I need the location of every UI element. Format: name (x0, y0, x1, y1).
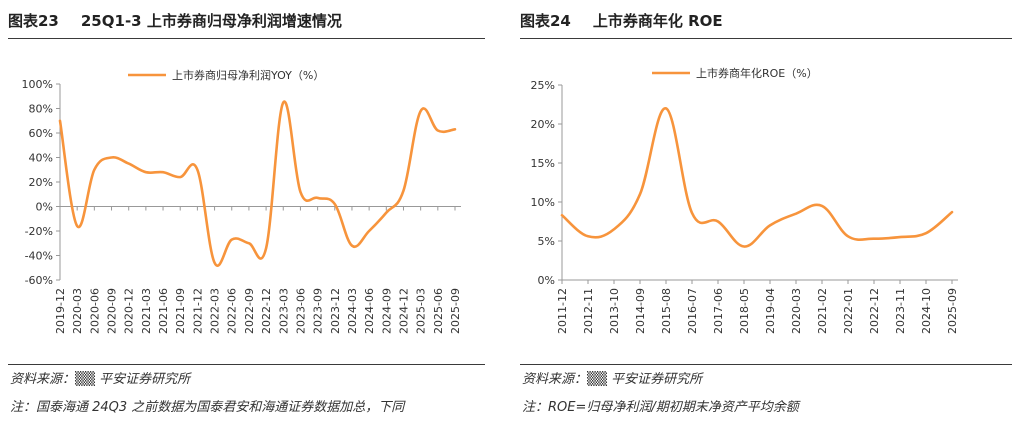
figure-number: 图表23 (8, 12, 59, 30)
y-tick-label: 80% (29, 103, 53, 116)
y-tick-label: -40% (25, 250, 53, 263)
x-tick-label: 2022-06 (226, 288, 239, 334)
title-rule (8, 38, 485, 39)
x-tick-label: 2025-09 (946, 288, 959, 334)
x-tick-label: 2023-12 (329, 288, 342, 334)
x-tick-label: 2022-03 (209, 288, 222, 334)
x-tick-label: 2021-03 (140, 288, 153, 334)
footer-rule (8, 364, 485, 365)
y-tick-label: 60% (29, 127, 53, 140)
x-tick-label: 2020-03 (71, 288, 84, 334)
x-tick-label: 2025-06 (432, 288, 445, 334)
x-tick-label: 2024-03 (346, 288, 359, 334)
x-tick-label: 2022-09 (243, 288, 256, 334)
legend-label: 上市券商年化ROE（%） (696, 66, 818, 80)
x-tick-label: 2021-02 (816, 288, 829, 334)
title-rule (520, 38, 1012, 39)
x-tick-label: 2014-09 (634, 288, 647, 334)
y-tick-label: 100% (22, 78, 53, 91)
line-chart-roe: 25% 20% 15% 10% 5% 0%2011-12 2012-11 2013-10 201… (531, 66, 959, 334)
x-tick-label: 2022-01 (842, 288, 855, 334)
x-tick-label: 2023-11 (894, 288, 907, 334)
x-tick-label: 2018-05 (738, 288, 751, 334)
figure-title: 图表23 25Q1-3 上市券商归母净利润增速情况 (8, 10, 485, 38)
x-tick-label: 2025-09 (449, 288, 462, 334)
x-tick-label: 2023-03 (277, 288, 290, 334)
y-tick-label: 0% (36, 201, 53, 214)
series-line (560, 107, 954, 248)
x-tick-label: 2024-09 (380, 288, 393, 334)
x-tick-label: 2016-07 (686, 288, 699, 334)
x-tick-label: 2020-09 (106, 288, 119, 334)
x-tick-label: 2022-12 (260, 288, 273, 334)
x-tick-label: 2024-12 (397, 288, 410, 334)
x-tick-label: 2023-06 (294, 288, 307, 334)
chart-panel-roe: 图表24 上市券商年化 ROE 25% 20% 15% 10% 5% 0% 2011-12 20… (512, 0, 1012, 425)
line-chart-profit-growth: 100% 80% 60% 40% 20% 0% -20% -40% -60%2019-12 202… (22, 68, 462, 334)
x-tick-label: 2020-06 (88, 288, 101, 334)
y-tick-label: -60% (25, 274, 53, 287)
y-tick-label: 25% (531, 79, 555, 92)
x-tick-label: 2023-09 (312, 288, 325, 334)
x-tick-label: 2011-12 (556, 288, 569, 334)
legend-label: 上市券商归母净利润YOY（%） (172, 68, 324, 82)
y-tick-label: 0% (538, 274, 555, 287)
x-tick-label: 2012-11 (582, 288, 595, 334)
y-tick-label: 20% (531, 118, 555, 131)
figure-number: 图表24 (520, 12, 571, 30)
chart-panel-profit-growth: 图表23 25Q1-3 上市券商归母净利润增速情况 100% 80% 60% 40% 20… (0, 0, 485, 425)
x-tick-label: 2021-06 (157, 288, 170, 334)
x-tick-label: 2021-12 (191, 288, 204, 334)
x-tick-label: 2020-03 (790, 288, 803, 334)
x-tick-label: 2021-09 (174, 288, 187, 334)
y-tick-label: 15% (531, 157, 555, 170)
source-note: 资料来源：▒▒ 平安证券研究所 (522, 372, 703, 387)
y-tick-label: 40% (29, 152, 53, 165)
data-note: 注：ROE=归母净利润/期初期末净资产平均余额 (522, 400, 799, 415)
figure-title: 图表24 上市券商年化 ROE (520, 10, 1012, 38)
series-line (58, 100, 457, 267)
x-tick-label: 2019-12 (54, 288, 67, 334)
footer-rule (520, 364, 1012, 365)
y-tick-label: -20% (25, 225, 53, 238)
x-tick-label: 2020-12 (123, 288, 136, 334)
x-tick-label: 2025-03 (415, 288, 428, 334)
x-tick-label: 2022-12 (868, 288, 881, 334)
x-tick-label: 2024-06 (363, 288, 376, 334)
data-note: 注：国泰海通 24Q3 之前数据为国泰君安和海通证券数据加总，下同 (10, 400, 405, 415)
x-tick-label: 2019-04 (764, 288, 777, 334)
x-tick-label: 2024-10 (920, 288, 933, 334)
figure-title-text: 上市券商年化 ROE (592, 12, 723, 30)
y-tick-label: 20% (29, 176, 53, 189)
y-tick-label: 5% (538, 235, 555, 248)
source-note: 资料来源：▒▒ 平安证券研究所 (10, 372, 191, 387)
x-tick-label: 2015-08 (660, 288, 673, 334)
figure-title-text: 25Q1-3 上市券商归母净利润增速情况 (80, 12, 342, 30)
y-tick-label: 10% (531, 196, 555, 209)
x-tick-label: 2017-06 (712, 288, 725, 334)
x-tick-label: 2013-10 (608, 288, 621, 334)
